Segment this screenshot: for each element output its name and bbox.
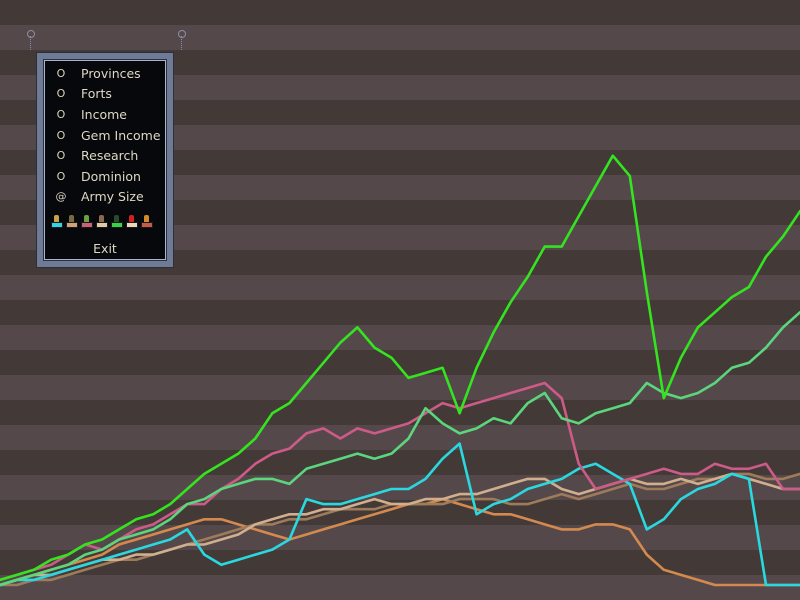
menu-item-army-size[interactable]: Army Size [49, 187, 165, 208]
radio-icon[interactable] [55, 149, 67, 162]
nation-flag-icon[interactable] [125, 215, 139, 229]
nation-flag-icon[interactable] [110, 215, 124, 229]
graph-options-panel: Provinces Forts Income Gem Income Resear… [37, 53, 173, 267]
radio-icon[interactable] [55, 170, 67, 183]
radio-icon[interactable] [55, 87, 67, 100]
menu-item-label: Army Size [81, 189, 144, 205]
menu-item-income[interactable]: Income [49, 104, 165, 125]
menu-item-label: Income [81, 106, 127, 122]
series-line-3 [0, 381, 800, 582]
menu-item-research[interactable]: Research [49, 145, 165, 166]
menu-item-label: Gem Income [81, 127, 161, 143]
menu-item-provinces[interactable]: Provinces [49, 63, 165, 84]
graph-type-menu: Provinces Forts Income Gem Income Resear… [49, 63, 165, 207]
radio-icon[interactable] [55, 108, 67, 121]
nation-flag-icon[interactable] [95, 215, 109, 229]
menu-item-label: Forts [81, 86, 112, 102]
menu-item-label: Provinces [81, 65, 141, 81]
menu-item-dominion[interactable]: Dominion [49, 166, 165, 187]
series-line-1 [0, 154, 800, 582]
menu-item-label: Research [81, 148, 139, 164]
series-line-5 [0, 472, 800, 587]
menu-item-label: Dominion [81, 168, 141, 184]
radio-icon[interactable] [55, 67, 67, 80]
nation-flag-icon[interactable] [65, 215, 79, 229]
panel-chain-left [27, 30, 35, 50]
nation-flag-icon[interactable] [140, 215, 154, 229]
panel-chain-right [178, 30, 186, 50]
nation-flags-row [50, 215, 154, 229]
menu-item-gem-income[interactable]: Gem Income [49, 125, 165, 146]
radio-selected-icon[interactable] [55, 190, 67, 203]
nation-flag-icon[interactable] [80, 215, 94, 229]
nation-flag-icon[interactable] [50, 215, 64, 229]
exit-button[interactable]: Exit [93, 241, 117, 256]
menu-item-forts[interactable]: Forts [49, 84, 165, 105]
radio-icon[interactable] [55, 129, 67, 142]
series-line-7 [0, 497, 800, 587]
series-line-4 [0, 442, 800, 587]
